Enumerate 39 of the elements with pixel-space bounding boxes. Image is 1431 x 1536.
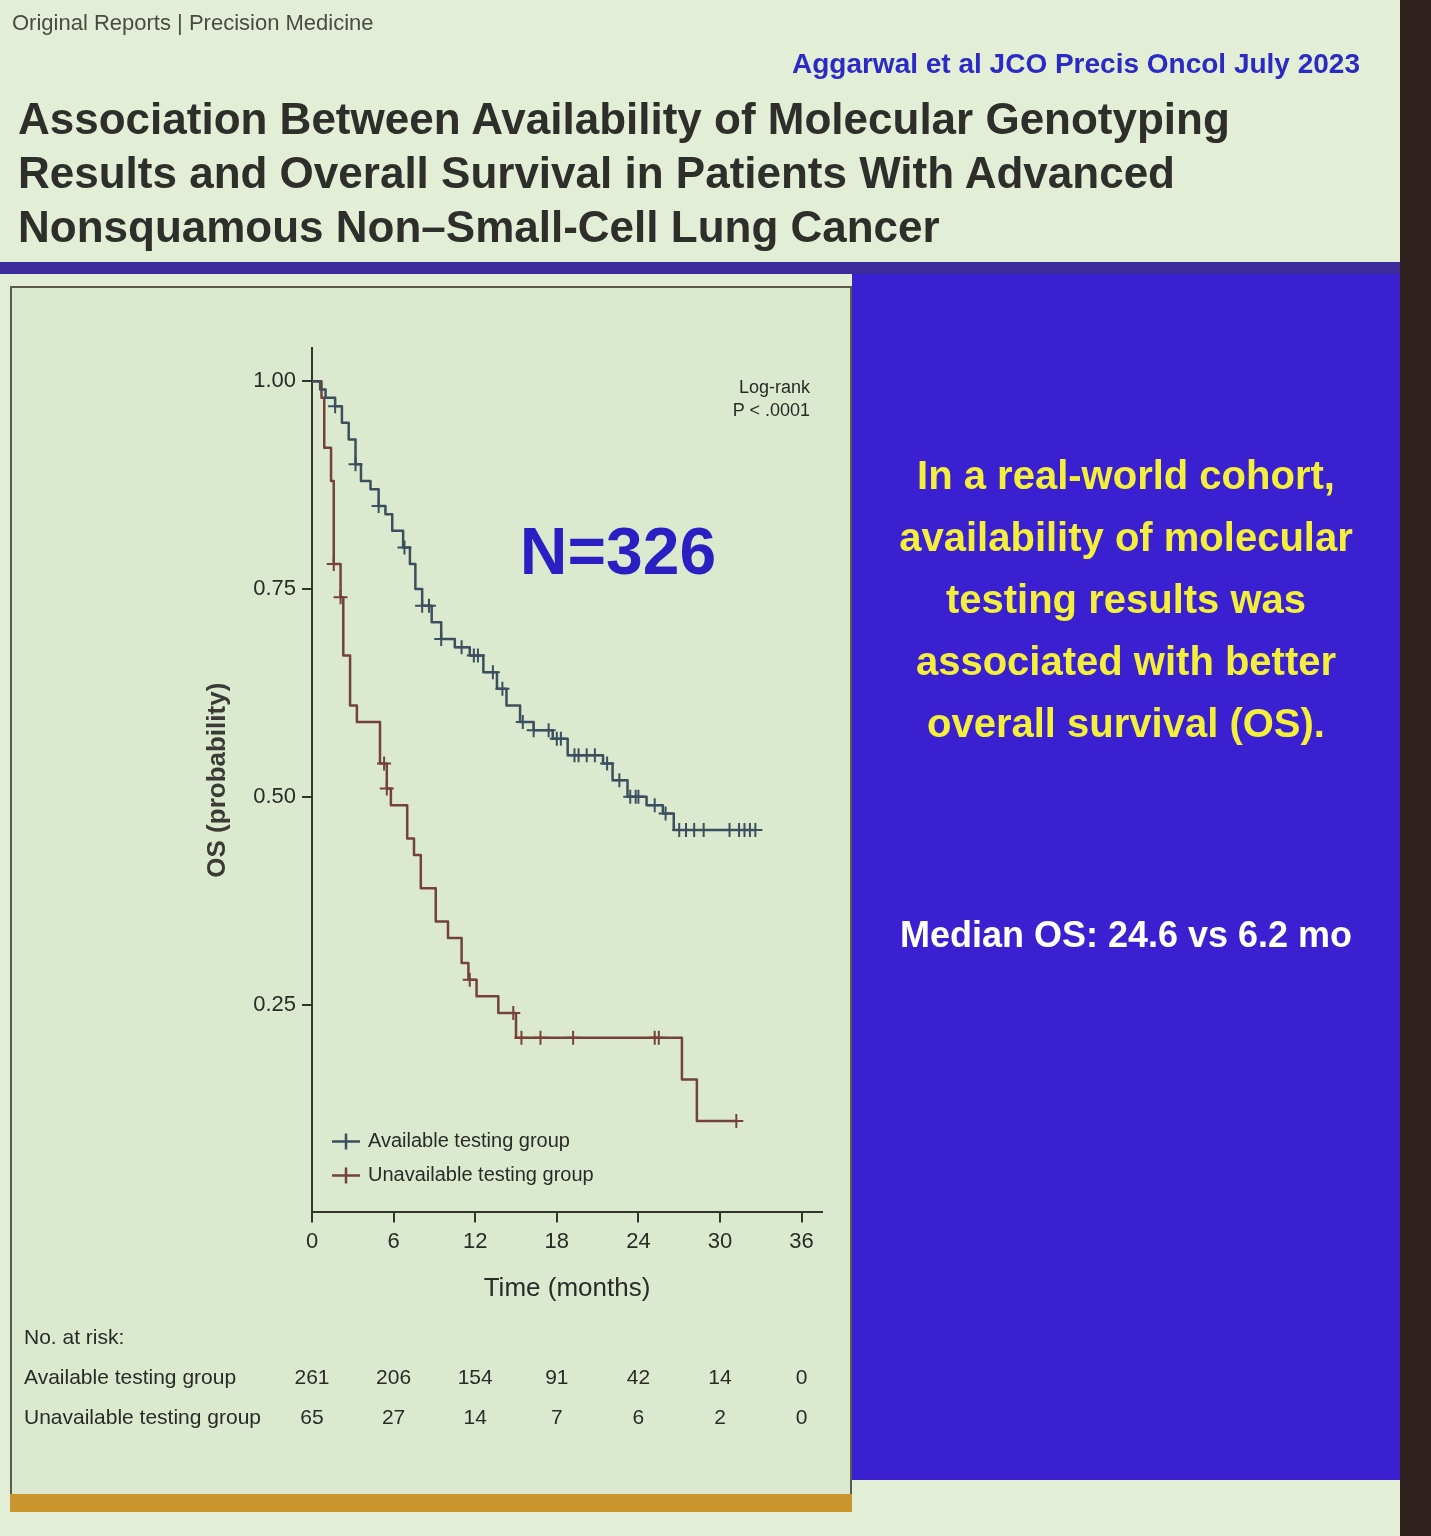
text: 261 [294, 1364, 330, 1388]
x-tick-label: 18 [544, 1227, 570, 1253]
chart-title: Association Between Availability of Molecular Genotyping Results and Overall Survival in Patients With Advanced Nonsquamous Non–Small-Cell Lung Cancer [18, 93, 1231, 253]
legend-label: Unavailable testing group [368, 1162, 594, 1185]
y-tick-label: 0.75 [253, 575, 296, 601]
text: Original Reports | Precision Medicine [12, 10, 374, 36]
x-tick-label: 6 [387, 1227, 400, 1253]
text: 27 [381, 1404, 406, 1428]
text: 206 [376, 1364, 412, 1388]
text: 91 [545, 1364, 569, 1388]
text: 14 [708, 1364, 732, 1388]
x-axis-title: Time (months) [483, 1271, 651, 1302]
text: 2 [714, 1404, 726, 1428]
text: 6 [632, 1404, 645, 1428]
y-tick-label: 0.50 [253, 782, 296, 808]
text: No. at risk: [24, 1324, 125, 1348]
y-tick-label: 1.00 [253, 367, 296, 393]
x-tick-label: 12 [462, 1227, 488, 1253]
x-tick-label: 36 [789, 1227, 814, 1253]
text: Unavailable testing group [24, 1404, 261, 1428]
annotation: N=326 [519, 513, 717, 588]
text: 65 [300, 1404, 324, 1428]
annotation: Log-rank P < .0001 [732, 376, 811, 420]
y-axis-title: OS (probability) [200, 682, 231, 878]
x-tick-label: 30 [707, 1227, 733, 1253]
text: Available testing group [24, 1364, 237, 1388]
text: In a real-world cohort, availability of molecular testing results was associated with better overall survival (OS). [898, 452, 1354, 747]
x-tick-label: 0 [305, 1227, 319, 1253]
legend-label: Available testing group [368, 1128, 570, 1151]
text: 14 [463, 1404, 488, 1428]
text: 42 [626, 1364, 651, 1388]
text: 7 [550, 1404, 563, 1428]
text: 0 [795, 1364, 808, 1388]
text: Aggarwal et al JCO Precis Oncol July 2023 [791, 48, 1360, 80]
y-tick-label: 0.25 [253, 990, 296, 1016]
text: 154 [457, 1364, 494, 1388]
x-tick-label: 24 [626, 1227, 651, 1253]
text: Median OS: 24.6 vs 6.2 mo [898, 914, 1354, 956]
text: 0 [795, 1404, 808, 1428]
